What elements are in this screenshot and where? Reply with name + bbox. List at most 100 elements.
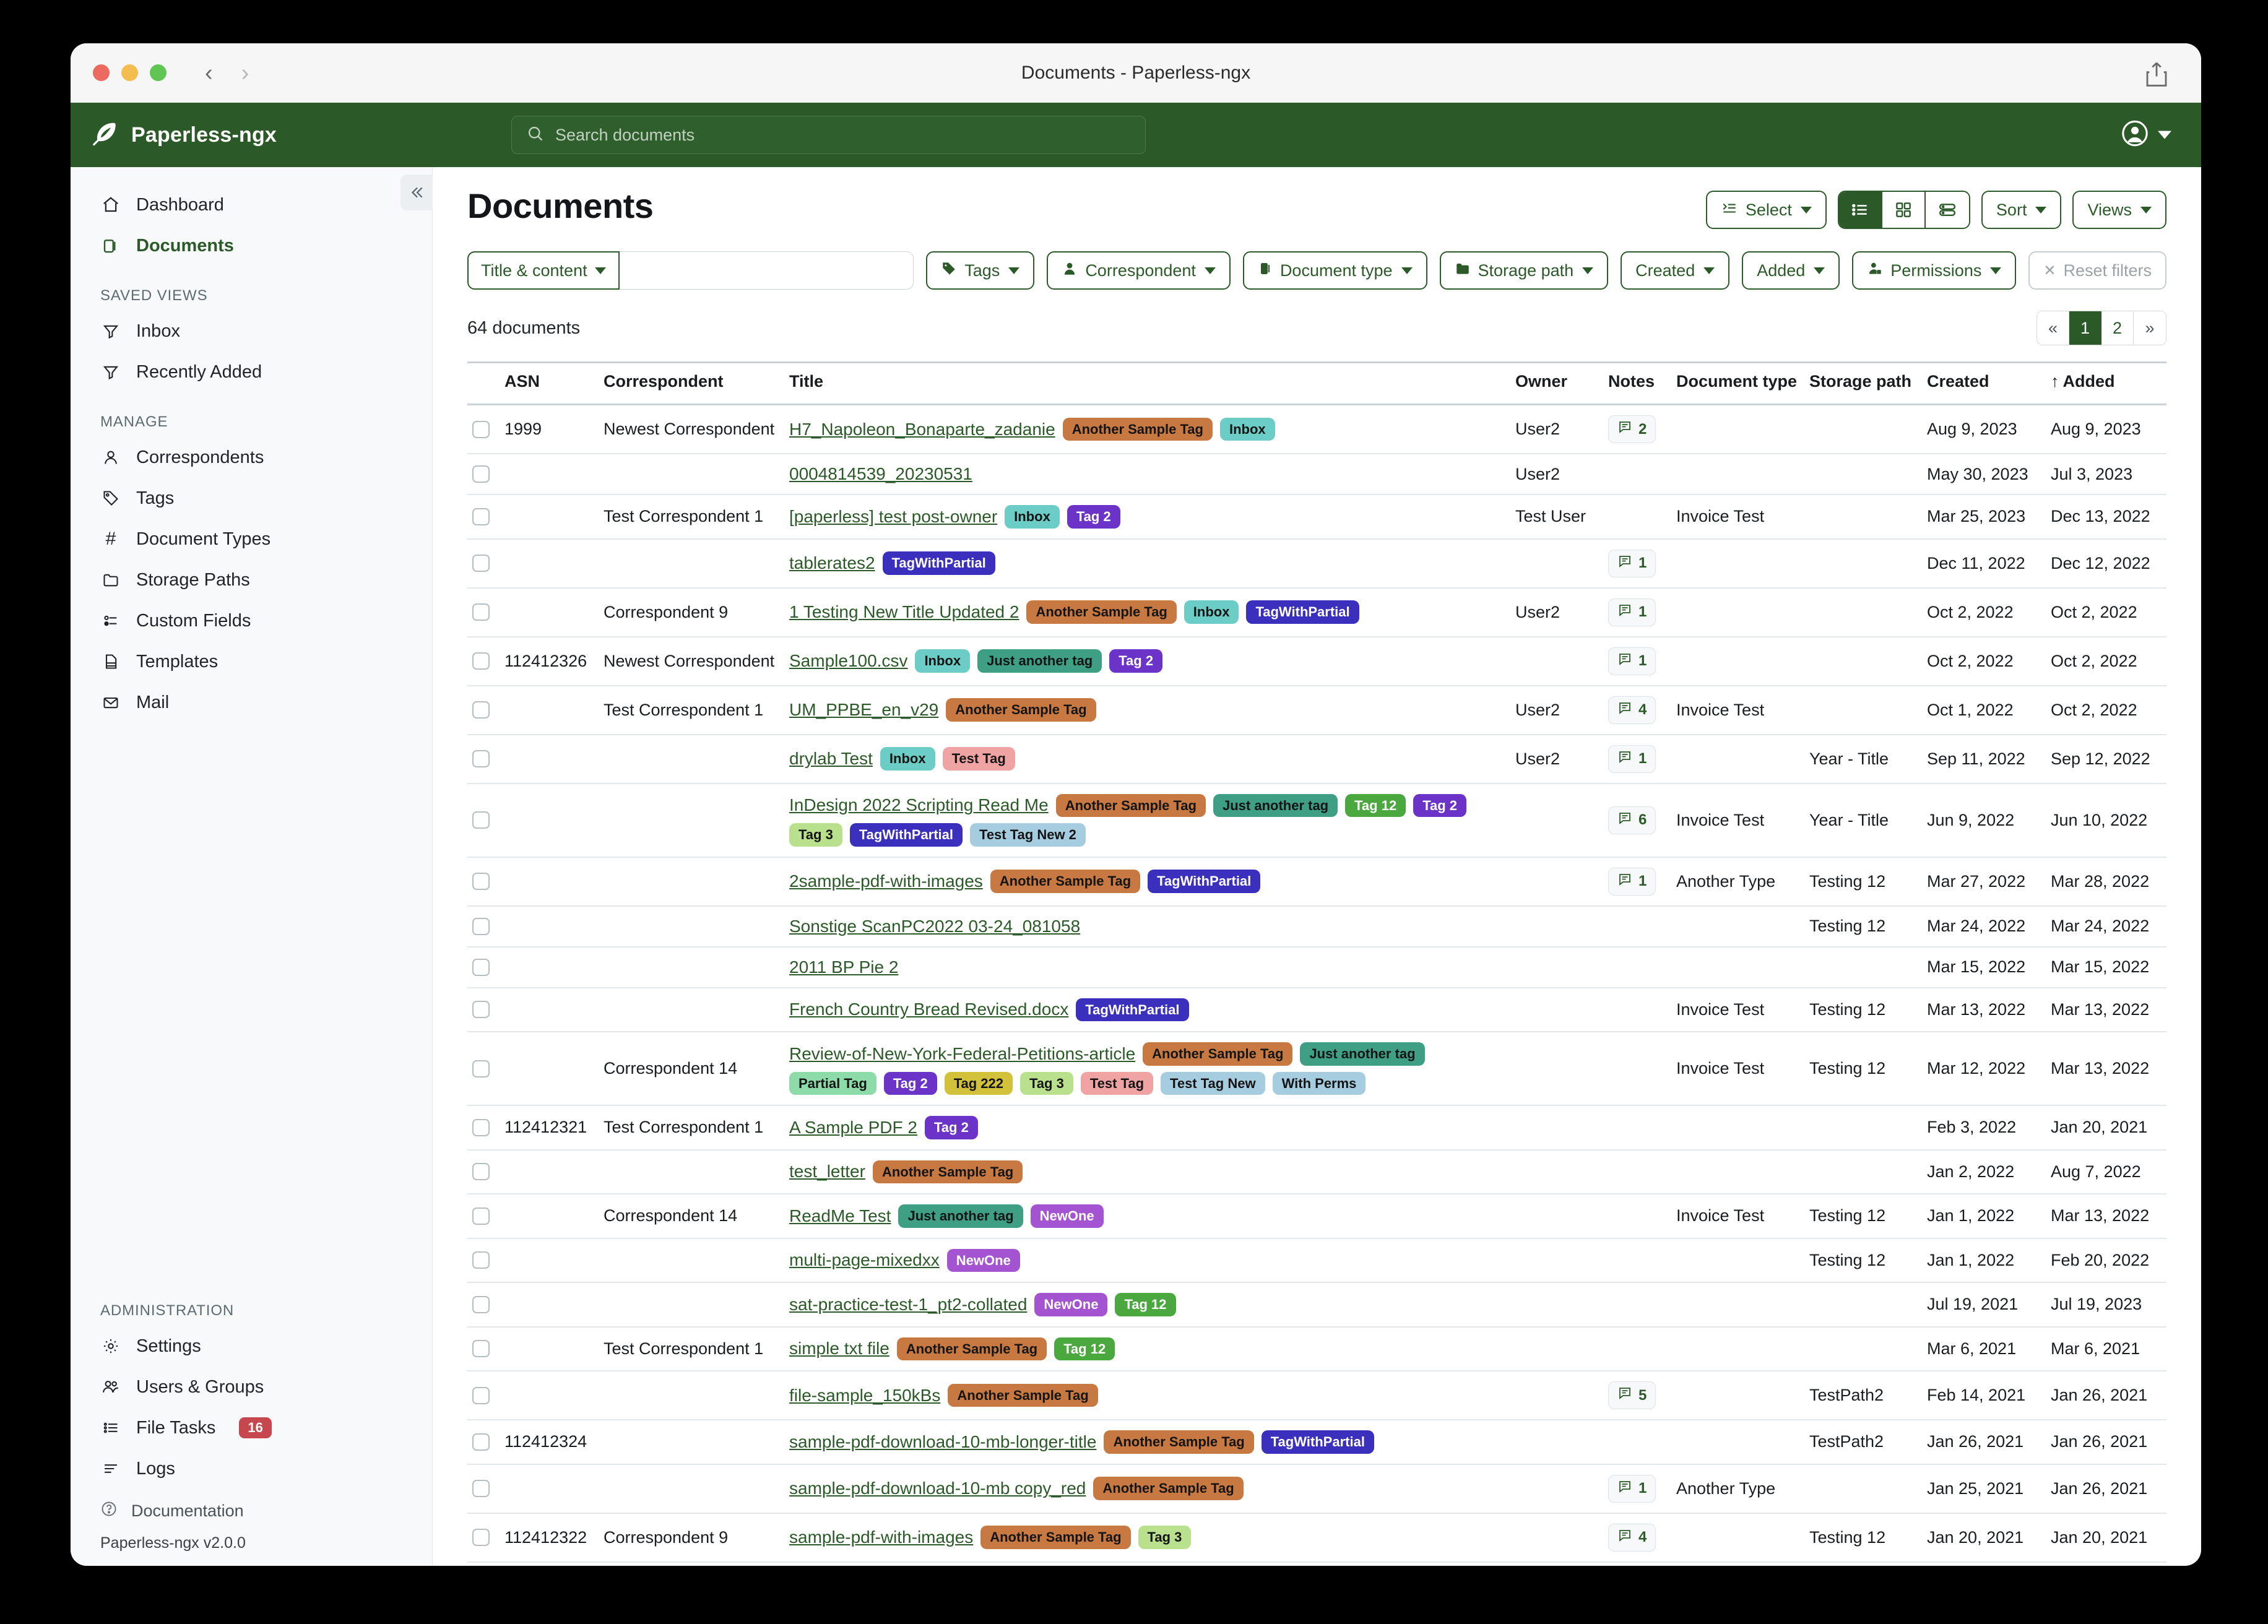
column-header-asn[interactable]: ASN [500, 361, 599, 405]
table-row[interactable]: tablerates2 TagWithPartial 1 Dec 11, 2022 De… [467, 538, 2166, 589]
select-all-header[interactable] [467, 361, 500, 405]
document-title-link[interactable]: H7_Napoleon_Bonaparte_zadanie [789, 419, 1055, 439]
table-row[interactable]: file-sample_150kBs Another Sample Tag 5 Tes… [467, 1371, 2166, 1420]
select-button[interactable]: Select [1705, 191, 1827, 229]
table-row[interactable]: sat-practice-test-1_pt2-collated NewOne Ta… [467, 1282, 2166, 1328]
document-title-link[interactable]: sat-practice-test-1_pt2-collated [789, 1294, 1028, 1314]
row-checkbox[interactable] [472, 1207, 490, 1225]
row-checkbox[interactable] [472, 917, 490, 935]
tag-chip[interactable]: TagWithPartial [882, 551, 995, 575]
tags-filter-button[interactable]: Tags [926, 251, 1035, 290]
row-checkbox-cell[interactable] [467, 987, 500, 1032]
search-input[interactable] [554, 124, 1130, 145]
tag-chip[interactable]: TagWithPartial [1261, 1430, 1374, 1454]
document-title-link[interactable]: tablerates2 [789, 553, 875, 572]
tag-chip[interactable]: Tag 3 [1138, 1526, 1192, 1549]
document-title-link[interactable]: French Country Bread Revised.docx [789, 1000, 1069, 1019]
forward-icon[interactable]: › [241, 59, 249, 86]
row-checkbox-cell[interactable] [467, 1238, 500, 1283]
document-title-link[interactable]: drylab Test [789, 749, 873, 768]
tag-chip[interactable]: Another Sample Tag [948, 1383, 1098, 1407]
document-title-link[interactable]: UM_PPBE_en_v29 [789, 700, 939, 719]
table-row[interactable]: 2011 BP Pie 2 Mar 15, 2022 Mar 15, 2022 [467, 946, 2166, 988]
pagination-page-1[interactable]: 1 [2069, 311, 2101, 345]
document-title-link[interactable]: Sonstige ScanPC2022 03-24_081058 [789, 916, 1081, 936]
permissions-filter-button[interactable]: Permissions [1852, 251, 2017, 290]
notes-chip[interactable]: 4 [1608, 696, 1656, 724]
document-title-link[interactable]: 2sample-pdf-with-images [789, 871, 983, 891]
tag-chip[interactable]: Tag 12 [1054, 1337, 1115, 1360]
row-checkbox-cell[interactable] [467, 734, 500, 784]
document-title-link[interactable]: ReadMe Test [789, 1206, 891, 1225]
sidebar-item-mail[interactable]: Mail [71, 682, 432, 723]
tag-chip[interactable]: With Perms [1272, 1071, 1366, 1095]
row-checkbox-cell[interactable] [467, 1326, 500, 1371]
view-mode-group[interactable] [1837, 191, 1970, 229]
list-view-button[interactable] [1838, 192, 1882, 228]
document-title-link[interactable]: Sample100.csv [789, 651, 908, 670]
created-filter-button[interactable]: Created [1621, 251, 1730, 290]
row-checkbox-cell[interactable] [467, 1194, 500, 1239]
notes-chip[interactable]: 1 [1608, 647, 1656, 675]
row-checkbox[interactable] [472, 603, 490, 621]
row-checkbox-cell[interactable] [467, 404, 500, 454]
tag-chip[interactable]: Test Tag New 2 [970, 823, 1086, 847]
row-checkbox[interactable] [472, 1163, 490, 1181]
row-checkbox[interactable] [472, 1001, 490, 1019]
notes-chip[interactable]: 2 [1608, 415, 1656, 443]
detail-view-button[interactable] [1925, 192, 1969, 228]
document-title-link[interactable]: multi-page-mixedxx [789, 1250, 940, 1270]
share-icon[interactable] [2144, 61, 2169, 88]
pagination-last[interactable]: » [2134, 311, 2166, 345]
tag-chip[interactable]: TagWithPartial [1246, 600, 1359, 624]
maximize-window-button[interactable] [150, 64, 167, 81]
document-title-link[interactable]: InDesign 2022 Scripting Read Me [789, 795, 1049, 815]
reset-filters-button[interactable]: ✕ Reset filters [2028, 251, 2166, 290]
sidebar-item-custom-fields[interactable]: Custom Fields [71, 600, 432, 641]
tag-chip[interactable]: Another Sample Tag [1104, 1430, 1254, 1454]
notes-chip[interactable]: 1 [1608, 598, 1656, 626]
table-row[interactable]: 112412326 Newest Correspondent Sample100.c… [467, 636, 2166, 686]
document-title-link[interactable]: file-sample_150kBs [789, 1385, 941, 1405]
document-title-link[interactable]: [paperless] test post-owner [789, 506, 998, 526]
row-checkbox[interactable] [472, 508, 490, 525]
tag-chip[interactable]: Inbox [915, 649, 971, 673]
added-filter-button[interactable]: Added [1742, 251, 1840, 290]
tag-chip[interactable]: Test Tag [1080, 1071, 1154, 1095]
table-row[interactable]: 2sample-pdf-with-images Another Sample Ta… [467, 857, 2166, 907]
row-checkbox[interactable] [472, 1386, 490, 1404]
sidebar-item-recently-added[interactable]: Recently Added [71, 352, 432, 392]
row-checkbox[interactable] [472, 701, 490, 719]
tag-chip[interactable]: Just another tag [977, 649, 1102, 673]
views-button[interactable]: Views [2072, 191, 2166, 229]
close-window-button[interactable] [93, 64, 110, 81]
document-title-link[interactable]: simple txt file [789, 1339, 889, 1358]
tag-chip[interactable]: TagWithPartial [1076, 998, 1189, 1021]
tag-chip[interactable]: Another Sample Tag [1062, 417, 1213, 441]
table-row[interactable]: drylab Test Inbox Test Tag User2 1 Year - Tit… [467, 734, 2166, 784]
row-checkbox[interactable] [472, 1529, 490, 1546]
back-icon[interactable]: ‹ [205, 59, 213, 86]
table-row[interactable]: 0004814539_20230531 User2 May 30, 2023 Jul … [467, 454, 2166, 495]
tag-chip[interactable]: Another Sample Tag [1143, 1042, 1293, 1066]
tag-chip[interactable]: Another Sample Tag [990, 870, 1141, 893]
table-row[interactable]: multi-page-mixedxx NewOne Testing 12 Jan 1,… [467, 1238, 2166, 1283]
sidebar-item-users-groups[interactable]: File Tasks Users & Groups [71, 1367, 432, 1407]
row-checkbox-cell[interactable] [467, 587, 500, 637]
sort-button[interactable]: Sort [1981, 191, 2062, 229]
table-row[interactable]: Sonstige ScanPC2022 03-24_081058 Testing … [467, 905, 2166, 948]
tag-chip[interactable]: Tag 2 [1067, 505, 1120, 529]
tag-chip[interactable]: Another Sample Tag [896, 1337, 1047, 1360]
notes-chip[interactable]: 1 [1608, 1474, 1656, 1503]
storage-path-filter-button[interactable]: Storage path [1439, 251, 1609, 290]
row-checkbox-cell[interactable] [467, 1420, 500, 1465]
document-title-link[interactable]: sample-pdf-with-images [789, 1527, 974, 1547]
row-checkbox-cell[interactable] [467, 685, 500, 735]
column-header-owner[interactable]: Owner [1510, 361, 1603, 405]
sidebar-item-correspondents[interactable]: Correspondents [71, 437, 432, 478]
tag-chip[interactable]: Test Tag New [1161, 1071, 1265, 1095]
document-title-link[interactable]: 2011 BP Pie 2 [789, 957, 899, 977]
pagination-first[interactable]: « [2037, 311, 2069, 345]
documentation-link[interactable]: Documentation [71, 1489, 432, 1528]
